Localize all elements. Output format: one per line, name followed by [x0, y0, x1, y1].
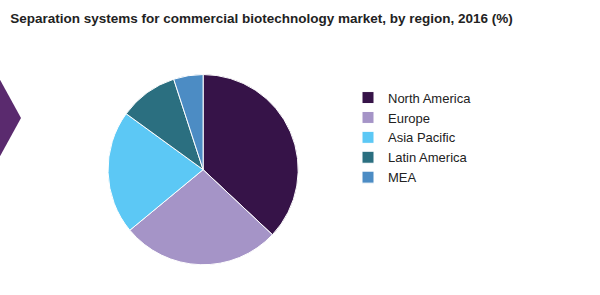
svg-text:Europe: Europe [388, 111, 430, 126]
svg-text:Asia Pacific: Asia Pacific [388, 130, 456, 145]
svg-text:Separation systems for commerc: Separation systems for commercial biotec… [10, 11, 513, 26]
svg-text:MEA: MEA [388, 170, 417, 185]
svg-text:Latin America: Latin America [388, 150, 468, 165]
svg-text:North America: North America [388, 91, 471, 106]
